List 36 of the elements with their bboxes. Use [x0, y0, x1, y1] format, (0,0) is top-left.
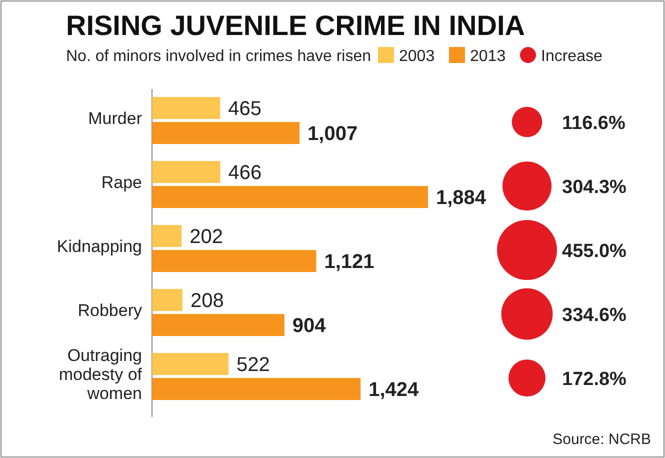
- data-label: 1,121: [324, 251, 374, 273]
- y-tick-label: Rape: [101, 173, 142, 192]
- data-label: 208: [190, 290, 224, 312]
- source-note: Source: NCRB: [552, 431, 651, 448]
- y-tick-label: Murder: [88, 109, 142, 128]
- data-label: 522: [236, 354, 270, 376]
- data-label: 465: [228, 98, 262, 120]
- bar: [152, 186, 428, 208]
- y-tick-label: Outraging modesty of women: [58, 346, 142, 403]
- bar: [152, 314, 284, 336]
- bar: [152, 122, 300, 144]
- data-label: 904: [292, 315, 327, 337]
- chart-subtitle: No. of minors involved in crimes have risen: [66, 48, 372, 65]
- text: 334.6%: [562, 305, 627, 326]
- bar: [152, 289, 182, 311]
- bar: [152, 250, 316, 272]
- bar: [152, 378, 361, 400]
- data-label: 1,424: [368, 379, 420, 401]
- data-label: 466: [228, 162, 262, 184]
- y-tick-label: Robbery: [78, 301, 142, 320]
- data-label: 202: [190, 226, 223, 248]
- text: 116.6%: [562, 113, 626, 134]
- legend-label: 2013: [470, 48, 506, 65]
- chart-title: RISING JUVENILE CRIME IN INDIA: [66, 10, 525, 41]
- text: 455.0%: [562, 241, 627, 262]
- y-tick-label: Kidnapping: [56, 237, 142, 256]
- legend-label: 2003: [399, 48, 435, 65]
- data-label: 1,007: [308, 123, 358, 145]
- bar: [152, 353, 228, 375]
- text: 172.8%: [562, 369, 627, 390]
- data-label: 1,884: [436, 187, 487, 209]
- text: 304.3%: [562, 177, 627, 198]
- bar: [152, 161, 220, 183]
- text: Increase: [541, 48, 602, 65]
- bar: [152, 225, 182, 247]
- bar: [152, 97, 220, 119]
